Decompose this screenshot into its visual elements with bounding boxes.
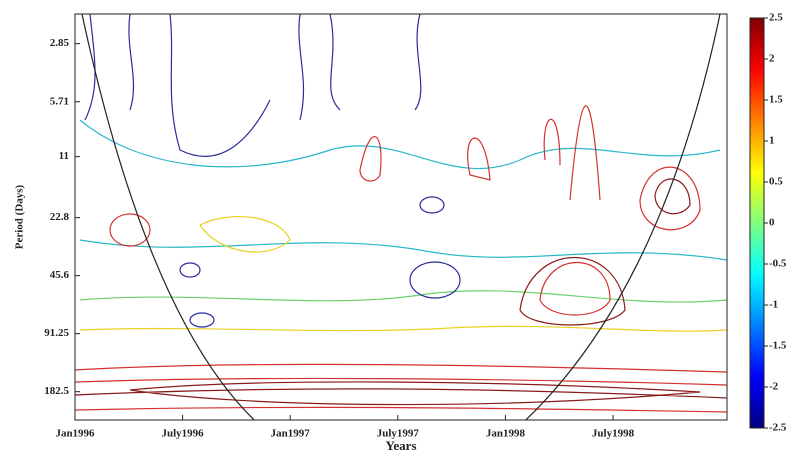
x-tick-label: Jan1997 [271,428,311,440]
colorbar-tick-label: 1.5 [769,94,783,106]
x-tick-label: Jan1996 [55,428,95,440]
y-tick-label: 45.6 [50,269,70,281]
x-tick-label: July1996 [162,428,205,440]
colorbar-tick-label: 1 [769,135,775,147]
y-axis-label: Period (Days) [14,184,26,249]
colorbar-tick-label: 0 [769,217,775,229]
y-tick-label: 5.71 [50,95,69,107]
chart: Period (Days) Years 2.85 5.71 11 22.8 45.6 91… [0,0,799,455]
colorbar [750,18,764,428]
colorbar-tick-label: 0.5 [769,176,783,188]
colorbar-tick-label: -2 [769,381,779,393]
y-tick-label: 182.5 [44,385,69,397]
y-tick-label: 22.8 [50,211,70,223]
x-tick-label: July1997 [377,428,420,440]
colorbar-tick-label: -1 [769,299,778,311]
y-tick-label: 91.25 [44,327,69,339]
colorbar-tick-label: -2.5 [769,422,787,434]
colorbar-tick-label: -0.5 [769,258,787,270]
plot-frame [75,14,727,420]
x-tick-label: Jan1998 [486,428,526,440]
y-tick-label: 2.85 [50,37,70,49]
colorbar-tick-label: 2.5 [769,12,783,24]
x-tick-label: July1998 [592,428,635,440]
colorbar-tick-label: -1.5 [769,340,787,352]
contours [75,14,727,430]
x-axis-label: Years [385,438,416,453]
colorbar-tick-label: 2 [769,53,775,65]
y-tick-label: 11 [59,150,69,162]
